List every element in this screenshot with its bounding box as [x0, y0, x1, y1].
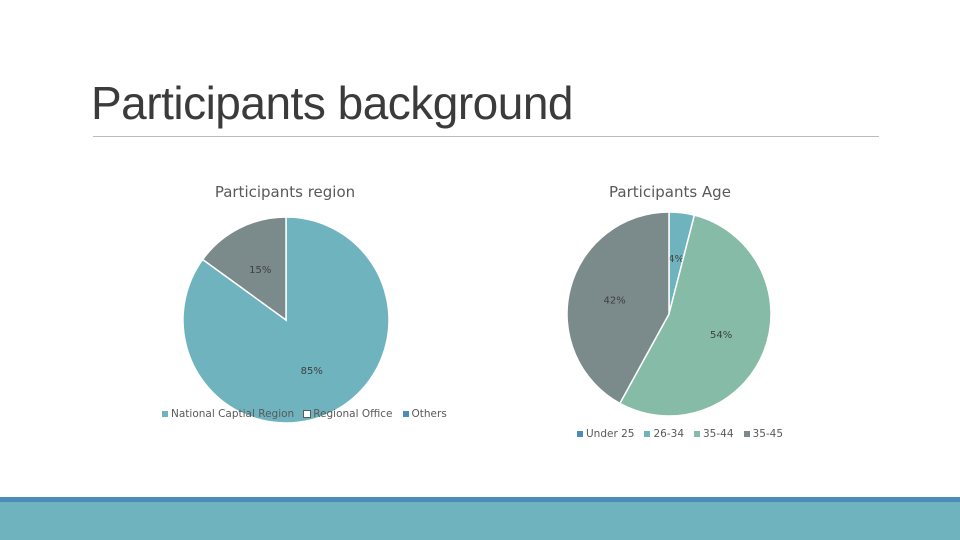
- title-divider: [93, 136, 879, 137]
- legend-label: 35-45: [752, 428, 784, 440]
- legend-item: 35-45: [743, 428, 784, 440]
- legend-swatch: [644, 431, 651, 437]
- region-pie-chart: Participants region 85% 15% National Capt…: [150, 180, 447, 430]
- slice-data-label: 85%: [301, 366, 323, 377]
- chart-title: Participants region: [214, 183, 356, 201]
- pie-slice-regional-office: [201, 216, 287, 322]
- legend-swatch: [162, 411, 168, 417]
- legend-label: 26-34: [653, 428, 684, 440]
- slice-data-label: 15%: [249, 265, 271, 276]
- slide-title: Participants background: [91, 77, 574, 129]
- legend-swatch: [743, 431, 750, 437]
- legend-swatch: [577, 431, 583, 437]
- pie-slice-35-44: [618, 214, 772, 417]
- age-pie-chart: Participants Age 4% 54% 42% Under 25 26-34 3…: [550, 180, 790, 445]
- legend-item: Others: [402, 408, 447, 420]
- legend-label: National Captial Region: [171, 408, 295, 420]
- legend-label: Under 25: [586, 428, 635, 440]
- legend-item: 26-34: [644, 428, 684, 440]
- legend-item: Under 25: [577, 428, 634, 440]
- slice-data-label: 54%: [710, 330, 732, 341]
- legend-item: Regional Office: [303, 408, 393, 420]
- legend-item: National Captial Region: [162, 408, 294, 420]
- footer-band: [0, 502, 960, 540]
- slice-data-label: 42%: [604, 296, 626, 307]
- legend-label: 35-44: [703, 428, 734, 440]
- chart-legend: National Captial Region Regional Office Ot…: [162, 408, 447, 420]
- legend-label: Others: [411, 408, 447, 420]
- legend-swatch: [402, 411, 409, 417]
- chart-title: Participants Age: [609, 183, 731, 201]
- legend-item: 35-44: [694, 428, 734, 440]
- pie-svg: 4% 54% 42%: [566, 211, 772, 417]
- legend-label: Regional Office: [313, 408, 393, 420]
- legend-swatch: [694, 431, 700, 437]
- footer-accent-line: [0, 497, 960, 502]
- chart-legend: Under 25 26-34 35-44 35-45: [577, 428, 783, 440]
- legend-swatch: [303, 410, 312, 418]
- pie-svg: 85% 15%: [182, 216, 390, 424]
- pie-slice-35-45: [566, 211, 670, 405]
- slice-data-label: 4%: [668, 254, 684, 265]
